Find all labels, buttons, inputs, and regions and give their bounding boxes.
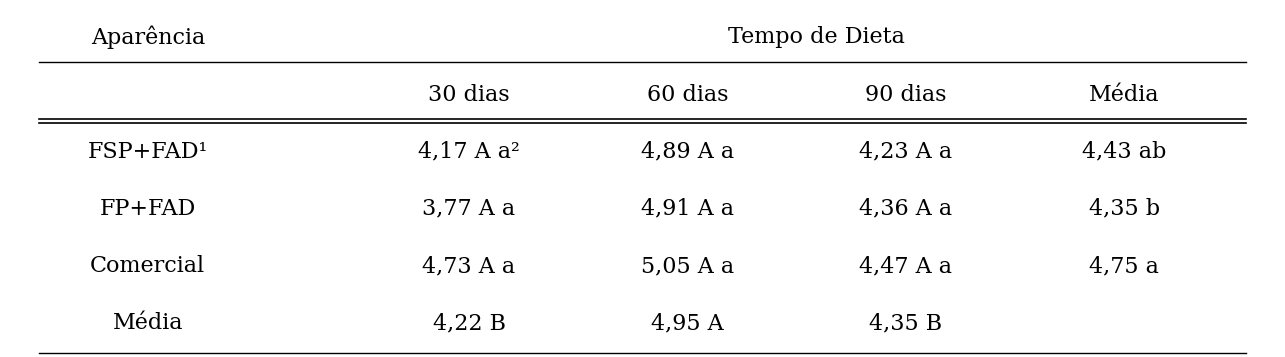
Text: 4,17 A a²: 4,17 A a² — [418, 141, 520, 163]
Text: Tempo de Dieta: Tempo de Dieta — [727, 26, 905, 49]
Text: 4,73 A a: 4,73 A a — [423, 255, 515, 277]
Text: 4,36 A a: 4,36 A a — [860, 198, 952, 220]
Text: 60 dias: 60 dias — [646, 84, 729, 106]
Text: 4,43 ab: 4,43 ab — [1082, 141, 1167, 163]
Text: 30 dias: 30 dias — [428, 84, 510, 106]
Text: 4,75 a: 4,75 a — [1090, 255, 1159, 277]
Text: 4,22 B: 4,22 B — [433, 312, 505, 334]
Text: 4,47 A a: 4,47 A a — [860, 255, 952, 277]
Text: 90 dias: 90 dias — [865, 84, 947, 106]
Text: Média: Média — [113, 312, 182, 334]
Text: Aparência: Aparência — [91, 26, 204, 49]
Text: 4,35 B: 4,35 B — [870, 312, 942, 334]
Text: 4,91 A a: 4,91 A a — [641, 198, 734, 220]
Text: 3,77 A a: 3,77 A a — [423, 198, 515, 220]
Text: 5,05 A a: 5,05 A a — [641, 255, 734, 277]
Text: 4,35 b: 4,35 b — [1088, 198, 1160, 220]
Text: FSP+FAD¹: FSP+FAD¹ — [87, 141, 208, 163]
Text: 4,89 A a: 4,89 A a — [641, 141, 734, 163]
Text: Média: Média — [1090, 84, 1159, 106]
Text: FP+FAD: FP+FAD — [100, 198, 195, 220]
Text: 4,23 A a: 4,23 A a — [860, 141, 952, 163]
Text: Comercial: Comercial — [90, 255, 206, 277]
Text: 4,95 A: 4,95 A — [651, 312, 723, 334]
